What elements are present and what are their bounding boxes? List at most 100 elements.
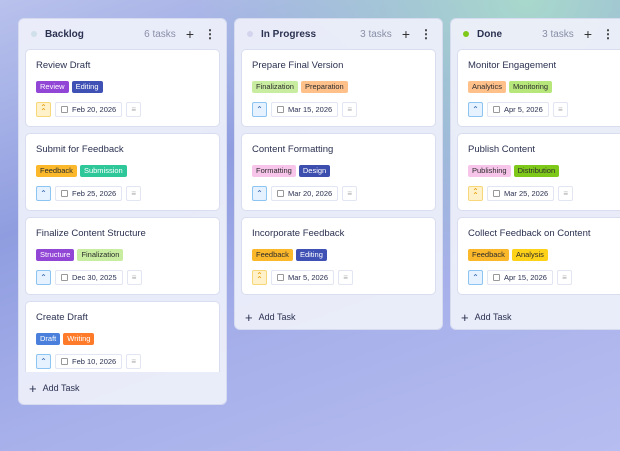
task-card[interactable]: Content Formatting Formatting Design ⌃ Ma… <box>241 133 436 211</box>
card-list[interactable]: Monitor Engagement Analytics Monitoring ⌃… <box>451 49 620 295</box>
due-date-text: Feb 25, 2026 <box>72 189 117 198</box>
tag: Publishing <box>468 165 511 177</box>
tag: Preparation <box>300 81 348 93</box>
task-card[interactable]: Monitor Engagement Analytics Monitoring ⌃… <box>457 49 620 127</box>
column-in-progress: In Progress 3 tasks + ⋮ Prepare Final Ve… <box>234 18 443 330</box>
tag-list: Draft Writing <box>36 333 209 345</box>
due-date[interactable]: Mar 15, 2026 <box>271 102 339 117</box>
priority-high-icon[interactable]: ⌃ ⌃ <box>36 102 51 117</box>
notes-icon[interactable]: ≡ <box>126 270 142 285</box>
due-date[interactable]: Feb 20, 2026 <box>55 102 123 117</box>
due-date[interactable]: Feb 10, 2026 <box>55 354 123 369</box>
task-card[interactable]: Create Draft Draft Writing ⌃ Feb 10, 2026… <box>25 301 220 372</box>
priority-medium-icon[interactable]: ⌃ <box>252 102 267 117</box>
due-date-text: Mar 15, 2026 <box>288 105 333 114</box>
calendar-icon <box>277 106 284 113</box>
calendar-icon <box>61 190 68 197</box>
tag: Draft <box>36 333 61 345</box>
add-task-button[interactable]: + Add Task <box>451 301 620 333</box>
due-date[interactable]: Mar 5, 2026 <box>271 270 335 285</box>
task-title: Prepare Final Version <box>252 60 344 71</box>
column-done: Done 3 tasks + ⋮ Monitor Engagement Anal… <box>450 18 620 330</box>
calendar-icon <box>61 358 68 365</box>
due-date[interactable]: Dec 30, 2025 <box>55 270 123 285</box>
priority-medium-icon[interactable]: ⌃ <box>36 186 51 201</box>
due-date[interactable]: Apr 15, 2026 <box>487 270 553 285</box>
tag: Design <box>298 165 331 177</box>
add-task-label: Add Task <box>42 383 80 393</box>
due-date-text: Mar 5, 2026 <box>288 273 329 282</box>
add-icon[interactable]: + <box>583 26 592 42</box>
notes-icon[interactable]: ≡ <box>126 102 142 117</box>
task-title: Monitor Engagement <box>468 60 557 71</box>
due-date-text: Feb 20, 2026 <box>72 105 117 114</box>
notes-icon[interactable]: ≡ <box>338 270 354 285</box>
add-icon[interactable]: + <box>185 26 194 42</box>
notes-icon[interactable]: ≡ <box>342 102 358 117</box>
plus-icon: + <box>461 309 469 325</box>
priority-medium-icon[interactable]: ⌃ <box>468 270 483 285</box>
tag-list: Review Editing <box>36 81 209 93</box>
task-card[interactable]: Finalize Content Structure Structure Fina… <box>25 217 220 295</box>
task-title: Create Draft <box>36 312 88 323</box>
tag-list: Structure Finalization <box>36 249 209 261</box>
tag: Submission <box>79 165 127 177</box>
notes-icon[interactable]: ≡ <box>552 102 568 117</box>
card-list[interactable]: Prepare Final Version Finalization Prepar… <box>235 49 442 295</box>
calendar-icon <box>277 274 284 281</box>
add-task-label: Add Task <box>474 312 512 322</box>
add-task-button[interactable]: + Add Task <box>19 372 226 404</box>
task-count: 3 tasks <box>360 28 392 40</box>
status-dot-icon <box>247 31 253 37</box>
tag: Editing <box>295 249 327 261</box>
priority-medium-icon[interactable]: ⌃ <box>36 270 51 285</box>
column-title: In Progress <box>261 28 317 40</box>
due-date[interactable]: Feb 25, 2026 <box>55 186 123 201</box>
task-card[interactable]: Review Draft Review Editing ⌃ ⌃ Feb 20, 20… <box>25 49 220 127</box>
tag-list: Formatting Design <box>252 165 425 177</box>
column-header: Done 3 tasks + ⋮ <box>451 19 620 49</box>
tag: Editing <box>71 81 103 93</box>
tag: Formatting <box>252 165 296 177</box>
priority-high-icon[interactable]: ⌃ ⌃ <box>252 270 267 285</box>
status-dot-icon <box>463 31 469 37</box>
due-date-text: Dec 30, 2025 <box>72 273 117 282</box>
add-task-button[interactable]: + Add Task <box>235 301 442 333</box>
task-title: Submit for Feedback <box>36 144 124 155</box>
more-options-icon[interactable]: ⋮ <box>204 27 216 41</box>
due-date[interactable]: Mar 25, 2026 <box>487 186 555 201</box>
notes-icon[interactable]: ≡ <box>556 270 572 285</box>
priority-medium-icon[interactable]: ⌃ <box>468 102 483 117</box>
task-card[interactable]: Submit for Feedback Feedback Submission ⌃… <box>25 133 220 211</box>
column-title: Backlog <box>45 28 84 40</box>
task-card[interactable]: Prepare Final Version Finalization Prepar… <box>241 49 436 127</box>
priority-medium-icon[interactable]: ⌃ <box>36 354 51 369</box>
priority-high-icon[interactable]: ⌃ ⌃ <box>468 186 483 201</box>
more-options-icon[interactable]: ⋮ <box>420 27 432 41</box>
due-date-text: Mar 20, 2026 <box>288 189 333 198</box>
tag: Writing <box>63 333 95 345</box>
task-count: 3 tasks <box>542 28 574 40</box>
notes-icon[interactable]: ≡ <box>558 186 574 201</box>
priority-medium-icon[interactable]: ⌃ <box>252 186 267 201</box>
tag-list: Feedback Editing <box>252 249 425 261</box>
task-card[interactable]: Collect Feedback on Content Feedback Anal… <box>457 217 620 295</box>
task-card[interactable]: Publish Content Publishing Distribution ⌃… <box>457 133 620 211</box>
task-title: Collect Feedback on Content <box>468 228 591 239</box>
column-backlog: Backlog 6 tasks + ⋮ Review Draft Review E… <box>18 18 227 405</box>
task-title: Content Formatting <box>252 144 334 155</box>
task-title: Publish Content <box>468 144 536 155</box>
due-date-text: Feb 10, 2026 <box>72 357 117 366</box>
task-card[interactable]: Incorporate Feedback Feedback Editing ⌃ ⌃ … <box>241 217 436 295</box>
tag: Distribution <box>513 165 560 177</box>
add-icon[interactable]: + <box>401 26 410 42</box>
plus-icon: + <box>29 380 37 396</box>
card-list[interactable]: Review Draft Review Editing ⌃ ⌃ Feb 20, 20… <box>19 49 226 372</box>
notes-icon[interactable]: ≡ <box>126 186 142 201</box>
due-date[interactable]: Apr 5, 2026 <box>487 102 549 117</box>
notes-icon[interactable]: ≡ <box>342 186 358 201</box>
calendar-icon <box>61 274 68 281</box>
due-date[interactable]: Mar 20, 2026 <box>271 186 339 201</box>
more-options-icon[interactable]: ⋮ <box>602 27 614 41</box>
notes-icon[interactable]: ≡ <box>126 354 142 369</box>
